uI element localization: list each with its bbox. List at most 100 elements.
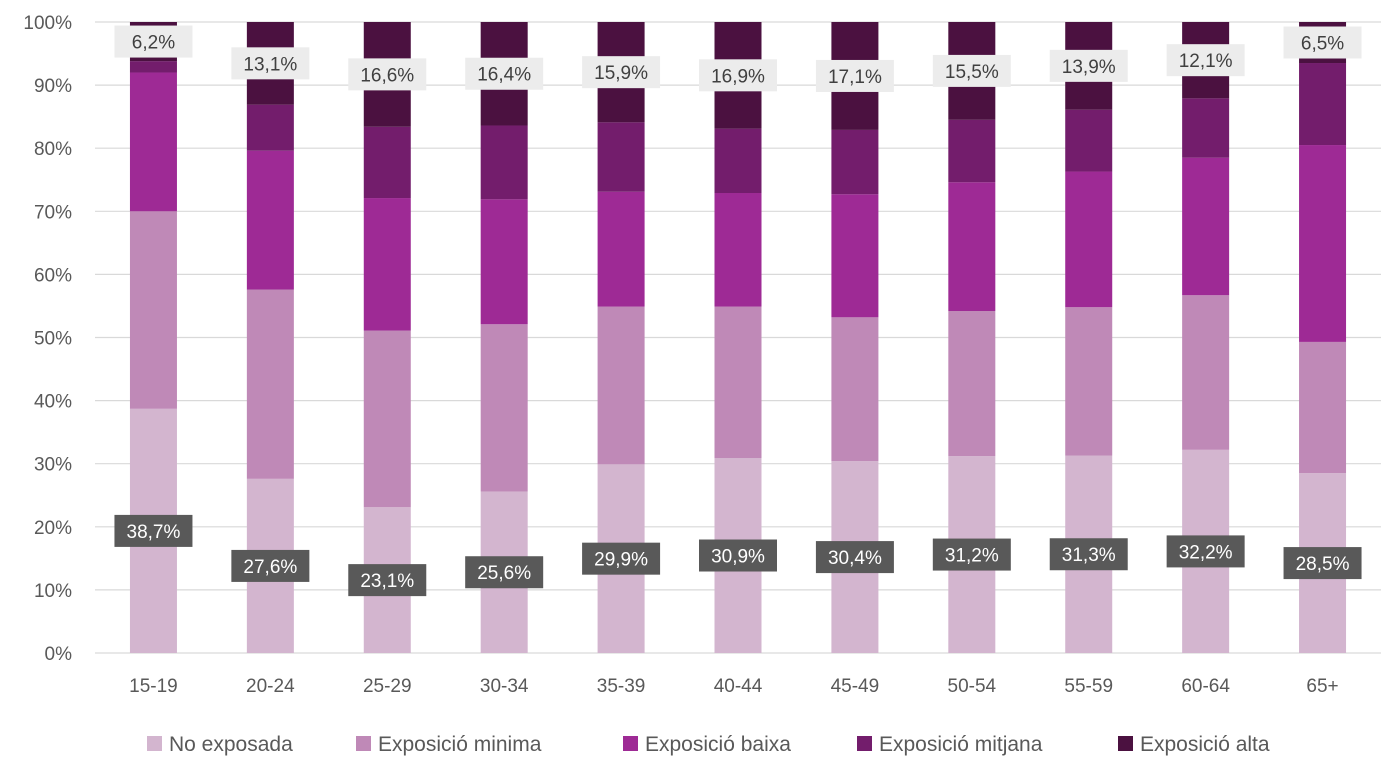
bar-segment (480, 324, 528, 492)
svg-text:16,6%: 16,6% (360, 65, 414, 86)
x-tick-label: 65+ (1306, 676, 1338, 697)
data-label: 30,4% (815, 541, 894, 574)
svg-text:6,2%: 6,2% (132, 33, 175, 54)
data-label: 32,2% (1166, 535, 1245, 568)
bar-segment (1299, 341, 1347, 474)
bar-segment (831, 194, 879, 318)
y-tick-label: 40% (34, 392, 72, 413)
bar-segment (1065, 109, 1113, 172)
bar-segment (948, 310, 996, 457)
y-tick-label: 100% (23, 13, 72, 34)
svg-text:32,2%: 32,2% (1179, 542, 1233, 563)
bar-segment (1299, 63, 1347, 146)
svg-text:13,1%: 13,1% (243, 54, 297, 75)
svg-text:38,7%: 38,7% (127, 522, 181, 543)
data-label: 31,3% (1049, 538, 1128, 571)
bar-segment (129, 72, 177, 212)
data-label: 12,1% (1166, 44, 1245, 77)
svg-text:15,9%: 15,9% (594, 63, 648, 84)
svg-text:16,4%: 16,4% (477, 65, 531, 86)
y-tick-label: 70% (34, 202, 72, 223)
bar-segment (714, 128, 762, 194)
legend-swatch (623, 736, 638, 751)
data-label: 29,9% (582, 542, 661, 575)
bar-segment (363, 198, 411, 331)
bar-segment (1182, 157, 1230, 296)
bar-segment (948, 182, 996, 311)
legend-entry: Exposició mitjana (857, 733, 1043, 756)
svg-text:31,2%: 31,2% (945, 546, 999, 567)
y-tick-label: 10% (34, 581, 72, 602)
x-tick-label: 45-49 (831, 676, 880, 697)
data-label: 38,7% (114, 514, 193, 547)
svg-text:12,1%: 12,1% (1179, 51, 1233, 72)
x-axis-tick-labels: 15-19 20-24 25-29 30-34 35-39 40-44 45-49 50-54… (129, 676, 1339, 697)
data-label: 31,2% (932, 538, 1011, 571)
x-tick-label: 55-59 (1064, 676, 1113, 697)
bar-segment (246, 150, 294, 290)
x-tick-label: 25-29 (363, 676, 412, 697)
svg-text:28,5%: 28,5% (1296, 554, 1350, 575)
data-label: 27,6% (231, 549, 310, 582)
y-tick-label: 60% (34, 265, 72, 286)
bar-segment (597, 306, 645, 465)
legend-swatch (1118, 736, 1133, 751)
svg-text:16,9%: 16,9% (711, 66, 765, 87)
legend: No exposada Exposició minima Exposició bai… (147, 733, 1270, 756)
legend-swatch (147, 736, 162, 751)
y-axis-tick-labels: 0% 10% 20% 30% 40% 50% 60% 70% 80% 90% 100% (23, 13, 72, 665)
legend-entry: Exposició minima (356, 733, 542, 756)
data-labels: 38,7% 6,2% 27,6% 13,1% 23,1% 16,6% 25,6% 16,4% 2… (114, 25, 1362, 597)
svg-text:15,5%: 15,5% (945, 62, 999, 83)
bar-segment (1065, 307, 1113, 456)
y-tick-label: 0% (45, 644, 73, 665)
bar-segment (363, 126, 411, 199)
data-label: 6,2% (114, 25, 193, 58)
legend-label: Exposició alta (1140, 733, 1270, 756)
svg-text:27,6%: 27,6% (243, 557, 297, 578)
data-label: 30,9% (699, 539, 777, 572)
y-tick-label: 80% (34, 139, 72, 160)
bar-segment (480, 199, 528, 325)
bar-segment (948, 119, 996, 183)
bar-segment (129, 61, 177, 73)
bar-segment (129, 211, 177, 409)
legend-entry: Exposició baixa (623, 733, 791, 756)
data-label: 23,1% (348, 564, 427, 597)
legend-label: Exposició baixa (645, 733, 791, 756)
bar-segment (831, 129, 879, 195)
x-tick-label: 60-64 (1181, 676, 1230, 697)
data-label: 15,9% (582, 56, 661, 89)
x-tick-label: 15-19 (129, 676, 178, 697)
bar-segment (1065, 171, 1113, 308)
legend-label: Exposició minima (378, 733, 542, 756)
data-label: 13,9% (1049, 49, 1128, 82)
y-tick-label: 90% (34, 76, 72, 97)
data-label: 25,6% (465, 556, 544, 589)
legend-swatch (356, 736, 371, 751)
svg-text:17,1%: 17,1% (828, 67, 882, 88)
bar-segment (714, 193, 762, 307)
bar-segment (597, 122, 645, 192)
data-label: 6,5% (1283, 26, 1362, 59)
x-tick-label: 20-24 (246, 676, 295, 697)
data-label: 16,9% (699, 59, 777, 92)
svg-text:25,6%: 25,6% (477, 563, 531, 584)
y-tick-label: 30% (34, 455, 72, 476)
legend-entry: Exposició alta (1118, 733, 1270, 756)
legend-swatch (857, 736, 872, 751)
svg-text:31,3%: 31,3% (1062, 545, 1116, 566)
x-tick-label: 35-39 (597, 676, 646, 697)
data-label: 16,4% (465, 57, 544, 90)
bar-segment (1182, 98, 1230, 158)
data-label: 13,1% (231, 47, 310, 80)
svg-text:30,4%: 30,4% (828, 548, 882, 569)
svg-text:23,1%: 23,1% (360, 571, 414, 592)
bar-segment (246, 104, 294, 151)
y-tick-label: 50% (34, 329, 72, 350)
legend-label: No exposada (169, 733, 293, 756)
bar-segment (597, 191, 645, 307)
svg-text:29,9%: 29,9% (594, 550, 648, 571)
bar-segment (246, 289, 294, 479)
